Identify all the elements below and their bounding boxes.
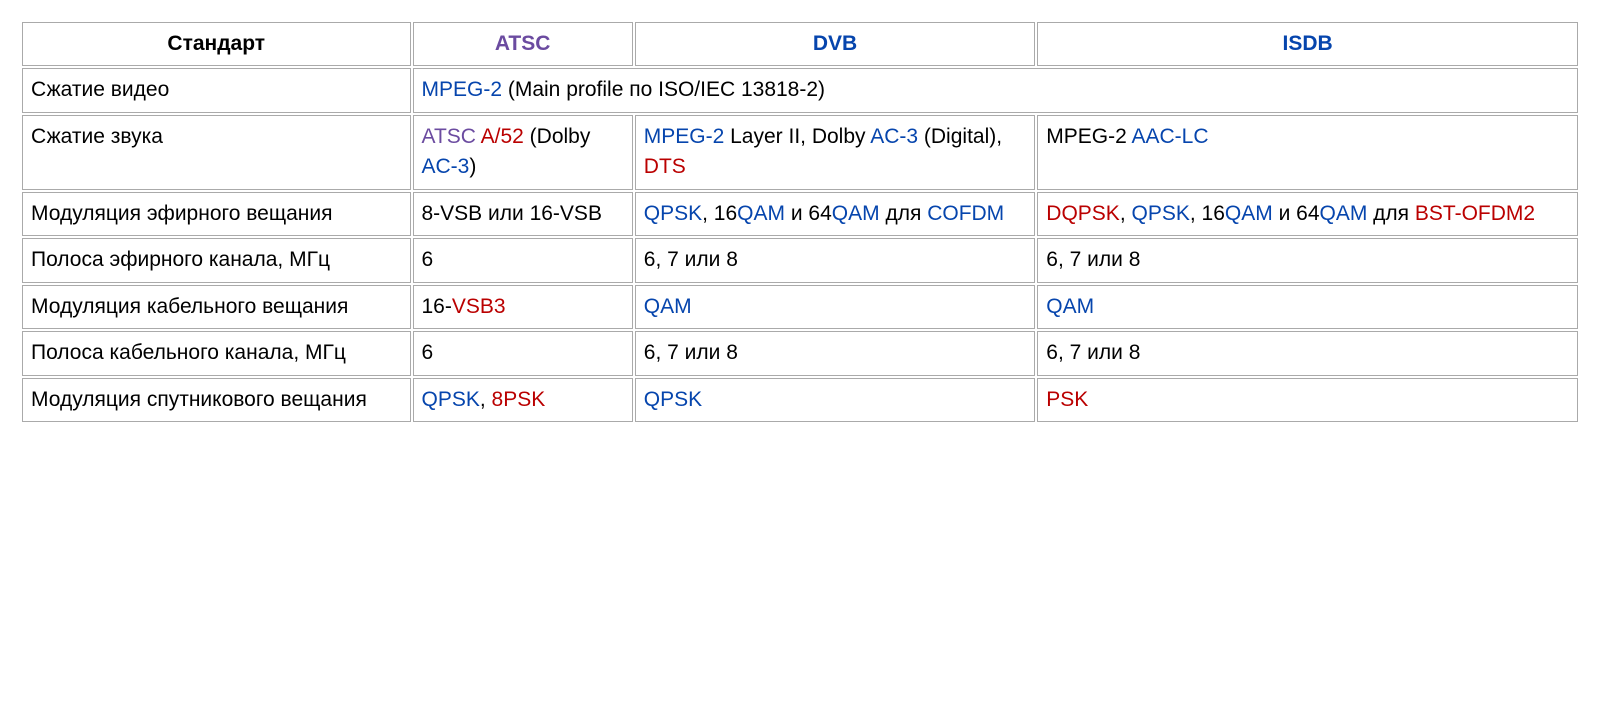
text: (Main profile по ISO/IEC 13818-2) xyxy=(502,78,825,101)
text: для xyxy=(1367,202,1415,225)
redlink-8psk[interactable]: 8PSK xyxy=(492,388,546,411)
link-mpeg2[interactable]: MPEG-2 xyxy=(422,78,503,101)
text: 16- xyxy=(422,295,452,318)
header-atsc: ATSC xyxy=(413,22,633,66)
cell-cablemod-isdb: QAM xyxy=(1037,285,1578,329)
link-ac3[interactable]: AC-3 xyxy=(870,125,918,148)
cell-terrmod-isdb: DQPSK, QPSK, 16QAM и 64QAM для BST-OFDM2 xyxy=(1037,192,1578,236)
text: , 16 xyxy=(1190,202,1225,225)
text: , xyxy=(1120,202,1132,225)
redlink-vsb3[interactable]: VSB3 xyxy=(452,295,506,318)
link-qam[interactable]: QAM xyxy=(1046,295,1094,318)
header-isdb: ISDB xyxy=(1037,22,1578,66)
text: MPEG-2 xyxy=(1046,125,1131,148)
standards-comparison-table: Стандарт ATSC DVB ISDB Сжатие видео MPEG… xyxy=(20,20,1580,424)
header-link-atsc[interactable]: ATSC xyxy=(495,32,551,55)
text: (Dolby xyxy=(524,125,591,148)
table-row: Полоса кабельного канала, МГц 6 6, 7 или… xyxy=(22,331,1578,375)
text: и 64 xyxy=(785,202,832,225)
cell-satmod-atsc: QPSK, 8PSK xyxy=(413,378,633,422)
link-cofdm[interactable]: COFDM xyxy=(927,202,1004,225)
text: для xyxy=(880,202,928,225)
link-qam[interactable]: QAM xyxy=(644,295,692,318)
link-qpsk[interactable]: QPSK xyxy=(422,388,480,411)
cell-satmod-dvb: QPSK xyxy=(635,378,1036,422)
cell-cablebw-atsc: 6 xyxy=(413,331,633,375)
link-atsc[interactable]: ATSC xyxy=(422,125,476,148)
header-link-isdb[interactable]: ISDB xyxy=(1283,32,1333,55)
text: , xyxy=(480,388,492,411)
table-row: Сжатие звука ATSC A/52 (Dolby AC-3) MPEG… xyxy=(22,115,1578,190)
link-qpsk[interactable]: QPSK xyxy=(644,388,702,411)
cell-terrbw-isdb: 6, 7 или 8 xyxy=(1037,238,1578,282)
link-mpeg2[interactable]: MPEG-2 xyxy=(644,125,725,148)
table-row: Полоса эфирного канала, МГц 6 6, 7 или 8… xyxy=(22,238,1578,282)
link-qam[interactable]: QAM xyxy=(737,202,785,225)
cell-satmod-isdb: PSK xyxy=(1037,378,1578,422)
cell-terrbw-atsc: 6 xyxy=(413,238,633,282)
row-label: Полоса эфирного канала, МГц xyxy=(22,238,411,282)
cell-audio-dvb: MPEG-2 Layer II, Dolby AC-3 (Digital), D… xyxy=(635,115,1036,190)
header-standard: Стандарт xyxy=(22,22,411,66)
table-row: Сжатие видео MPEG-2 (Main profile по ISO… xyxy=(22,68,1578,112)
row-label: Модуляция эфирного вещания xyxy=(22,192,411,236)
table-header-row: Стандарт ATSC DVB ISDB xyxy=(22,22,1578,66)
table-row: Модуляция кабельного вещания 16-VSB3 QAM… xyxy=(22,285,1578,329)
text: , 16 xyxy=(702,202,737,225)
redlink-psk[interactable]: PSK xyxy=(1046,388,1088,411)
cell-audio-isdb: MPEG-2 AAC-LC xyxy=(1037,115,1578,190)
link-qam[interactable]: QAM xyxy=(832,202,880,225)
row-label: Модуляция кабельного вещания xyxy=(22,285,411,329)
redlink-a52[interactable]: A/52 xyxy=(481,125,524,148)
link-qam[interactable]: QAM xyxy=(1225,202,1273,225)
table-row: Модуляция эфирного вещания 8-VSB или 16-… xyxy=(22,192,1578,236)
link-ac3[interactable]: AC-3 xyxy=(422,155,470,178)
row-label: Сжатие звука xyxy=(22,115,411,190)
link-aac[interactable]: AAC-LC xyxy=(1132,125,1209,148)
row-label: Полоса кабельного канала, МГц xyxy=(22,331,411,375)
row-label: Модуляция спутникового вещания xyxy=(22,378,411,422)
cell-terrmod-atsc: 8-VSB или 16-VSB xyxy=(413,192,633,236)
cell-cablebw-dvb: 6, 7 или 8 xyxy=(635,331,1036,375)
header-dvb: DVB xyxy=(635,22,1036,66)
text: Layer II, Dolby xyxy=(724,125,870,148)
cell-video-merged: MPEG-2 (Main profile по ISO/IEC 13818-2) xyxy=(413,68,1579,112)
cell-cablemod-dvb: QAM xyxy=(635,285,1036,329)
redlink-bst-ofdm2[interactable]: BST-OFDM2 xyxy=(1415,202,1535,225)
cell-cablebw-isdb: 6, 7 или 8 xyxy=(1037,331,1578,375)
table-row: Модуляция спутникового вещания QPSK, 8PS… xyxy=(22,378,1578,422)
cell-terrbw-dvb: 6, 7 или 8 xyxy=(635,238,1036,282)
link-qam[interactable]: QAM xyxy=(1320,202,1368,225)
header-link-dvb[interactable]: DVB xyxy=(813,32,857,55)
text: и 64 xyxy=(1273,202,1320,225)
link-qpsk[interactable]: QPSK xyxy=(644,202,702,225)
link-qpsk[interactable]: QPSK xyxy=(1132,202,1190,225)
cell-cablemod-atsc: 16-VSB3 xyxy=(413,285,633,329)
cell-terrmod-dvb: QPSK, 16QAM и 64QAM для COFDM xyxy=(635,192,1036,236)
row-label: Сжатие видео xyxy=(22,68,411,112)
text: (Digital), xyxy=(918,125,1002,148)
cell-audio-atsc: ATSC A/52 (Dolby AC-3) xyxy=(413,115,633,190)
redlink-dqpsk[interactable]: DQPSK xyxy=(1046,202,1120,225)
text: ) xyxy=(469,155,476,178)
redlink-dts[interactable]: DTS xyxy=(644,155,686,178)
